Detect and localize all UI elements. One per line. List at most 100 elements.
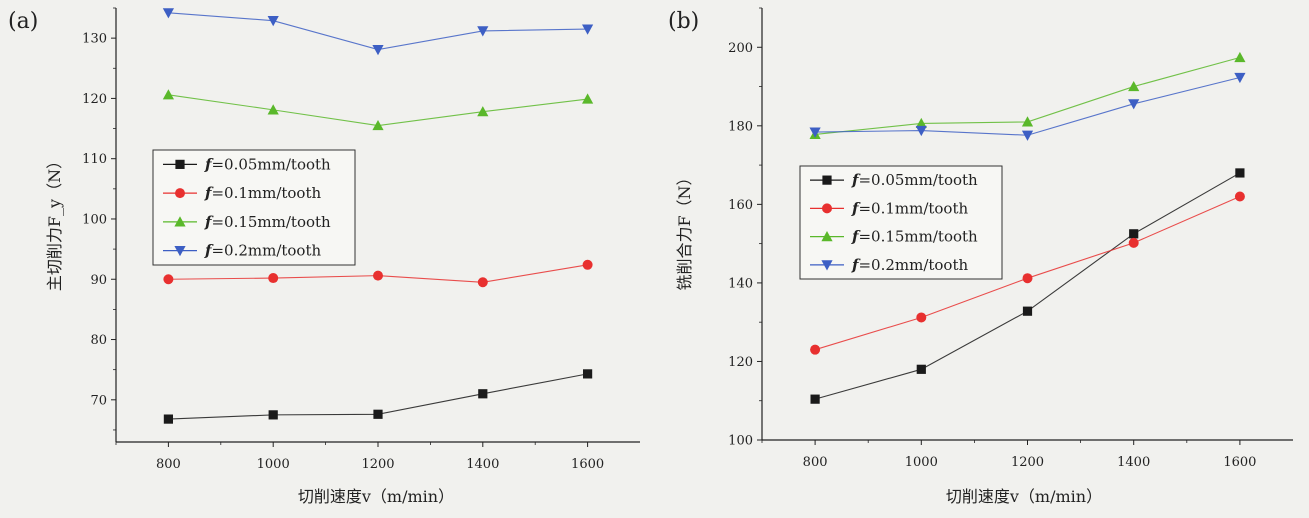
x-tick-label-b-1: 1000: [905, 455, 938, 470]
x-tick-label-a-3: 1400: [466, 457, 499, 472]
data-point-b-3-0: [809, 127, 821, 138]
data-point-b-2-1: [915, 117, 927, 129]
legend-label-rest-a-1: =0.1mm/tooth: [211, 184, 321, 202]
legend-marker-b-2: [821, 231, 833, 242]
data-point-a-2-3: [477, 106, 489, 117]
data-point-a-2-4: [582, 93, 594, 104]
data-point-b-1-2: [1022, 273, 1033, 284]
data-point-b-1-0: [810, 344, 821, 355]
data-point-b-2-4: [1234, 51, 1246, 63]
legend-label-b-0: f=0.05mm/tooth: [851, 171, 978, 189]
data-point-a-1-0: [163, 274, 174, 285]
x-tick-label-a-4: 1600: [571, 457, 604, 472]
y-axis-title-a: 主切削力F_y（N）: [45, 153, 64, 291]
y-tick-label-a-4: 110: [82, 152, 107, 167]
y-tick-label-a-5: 120: [82, 92, 107, 107]
data-point-a-3-1: [267, 16, 279, 27]
x-axis-title-b: 切削速度v（m/min）: [946, 487, 1102, 506]
data-point-a-3-3: [477, 26, 489, 37]
data-point-b-3-4: [1234, 72, 1246, 84]
data-point-b-3-1: [915, 125, 927, 137]
legend-label-b-2: f=0.15mm/tooth: [851, 228, 978, 246]
legend-marker-b-3: [821, 260, 833, 271]
y-tick-label-b-0: 100: [728, 434, 753, 449]
legend-label-a-1: f=0.1mm/tooth: [204, 184, 321, 202]
chart-panel-b: (b) 铣削合力F（N） 切削速度v（m/min） 100 120 140 160 18…: [668, 7, 1293, 506]
legend-label-f-a-2: f: [204, 213, 214, 231]
legend-label-f-a-1: f: [204, 184, 214, 202]
x-tick-label-b-2: 1200: [1011, 455, 1044, 470]
data-point-a-0-0: [163, 414, 173, 424]
plot-area-b: 100 120 140 160 180 200 800 1000 1200 1400 1600: [728, 7, 1293, 470]
data-point-b-0-1: [916, 364, 926, 374]
x-tick-label-a-2: 1200: [361, 457, 394, 472]
y-tick-label-a-6: 130: [82, 32, 107, 47]
data-point-a-0-2: [373, 409, 383, 419]
data-point-b-0-3: [1129, 229, 1139, 239]
data-point-b-1-4: [1234, 191, 1245, 202]
legend-marker-a-1: [175, 188, 185, 199]
data-point-b-0-0: [810, 394, 820, 404]
y-tick-label-b-4: 180: [728, 119, 753, 134]
x-axis-title-a: 切削速度v（m/min）: [298, 487, 454, 506]
data-point-a-3-4: [582, 24, 594, 35]
y-tick-label-a-0: 70: [90, 393, 107, 408]
legend-label-a-2: f=0.15mm/tooth: [204, 213, 331, 231]
y-tick-label-b-3: 160: [728, 198, 753, 213]
legend-label-a-0: f=0.05mm/tooth: [204, 155, 331, 173]
data-point-a-2-0: [162, 89, 174, 100]
y-tick-label-b-1: 120: [728, 355, 753, 370]
legend-label-f-a-3: f: [204, 242, 214, 260]
legend-label-rest-b-0: =0.05mm/tooth: [858, 171, 978, 189]
panel-label-b: (b): [668, 9, 699, 34]
legend-label-b-1: f=0.1mm/tooth: [851, 199, 968, 217]
y-axis-title-b: 铣削合力F（N）: [675, 169, 694, 290]
chart-panel-a: (a) 主切削力F_y（N） 切削速度v（m/min） 70 80 90 100 110…: [8, 7, 640, 506]
legend-label-rest-a-3: =0.2mm/tooth: [211, 242, 321, 260]
x-tick-label-b-3: 1400: [1117, 455, 1150, 470]
legend-label-b-3: f=0.2mm/tooth: [851, 256, 968, 274]
series-line-b-3: [815, 76, 1241, 136]
panel-label-a: (a): [8, 9, 38, 34]
y-tick-label-a-1: 80: [90, 333, 107, 348]
data-point-b-1-1: [916, 312, 927, 323]
legend-marker-b-0: [822, 175, 832, 185]
data-point-a-1-2: [373, 270, 383, 281]
legend-marker-a-0: [175, 159, 185, 169]
x-tick-label-a-1: 1000: [257, 457, 290, 472]
y-tick-label-a-2: 90: [90, 273, 107, 288]
series-line-a-3: [168, 12, 588, 51]
legend-marker-a-3: [174, 246, 186, 257]
legend-label-rest-a-2: =0.15mm/tooth: [211, 213, 331, 231]
legend-box-b: [799, 165, 1003, 280]
x-tick-label-b-4: 1600: [1223, 455, 1256, 470]
legend-a: f=0.05mm/toothf=0.1mm/toothf=0.15mm/toot…: [152, 149, 356, 266]
legend-marker-b-1: [822, 203, 832, 214]
y-tick-label-a-3: 100: [82, 212, 107, 227]
plot-area-a: 70 80 90 100 110 120 130 800 1000 1200 1400 1600: [82, 7, 640, 472]
data-point-a-1-3: [477, 277, 488, 288]
data-point-a-3-2: [372, 44, 384, 56]
data-point-b-2-3: [1128, 80, 1140, 92]
data-point-a-1-4: [582, 259, 593, 270]
legend-b: f=0.05mm/toothf=0.1mm/toothf=0.15mm/toot…: [799, 165, 1003, 280]
data-point-b-2-2: [1021, 116, 1034, 127]
data-point-a-2-1: [267, 104, 279, 115]
legend-label-rest-b-1: =0.1mm/tooth: [858, 199, 968, 217]
data-point-b-0-2: [1022, 306, 1033, 316]
legend-box-a: [152, 149, 356, 266]
data-point-a-0-1: [268, 410, 278, 420]
x-tick-label-b-0: 800: [803, 455, 828, 470]
legend-label-rest-b-2: =0.15mm/tooth: [858, 228, 978, 246]
y-tick-label-b-5: 200: [728, 41, 753, 56]
legend-label-f-b-0: f: [851, 171, 861, 189]
legend-label-a-3: f=0.2mm/tooth: [204, 242, 321, 260]
legend-label-rest-a-0: =0.05mm/tooth: [211, 155, 331, 173]
legend-label-f-a-0: f: [204, 155, 214, 173]
data-point-a-1-1: [268, 273, 279, 284]
data-point-b-1-3: [1128, 237, 1139, 248]
legend-label-rest-b-3: =0.2mm/tooth: [858, 256, 968, 274]
legend-label-f-b-2: f: [851, 228, 861, 246]
data-point-a-2-2: [372, 119, 384, 131]
